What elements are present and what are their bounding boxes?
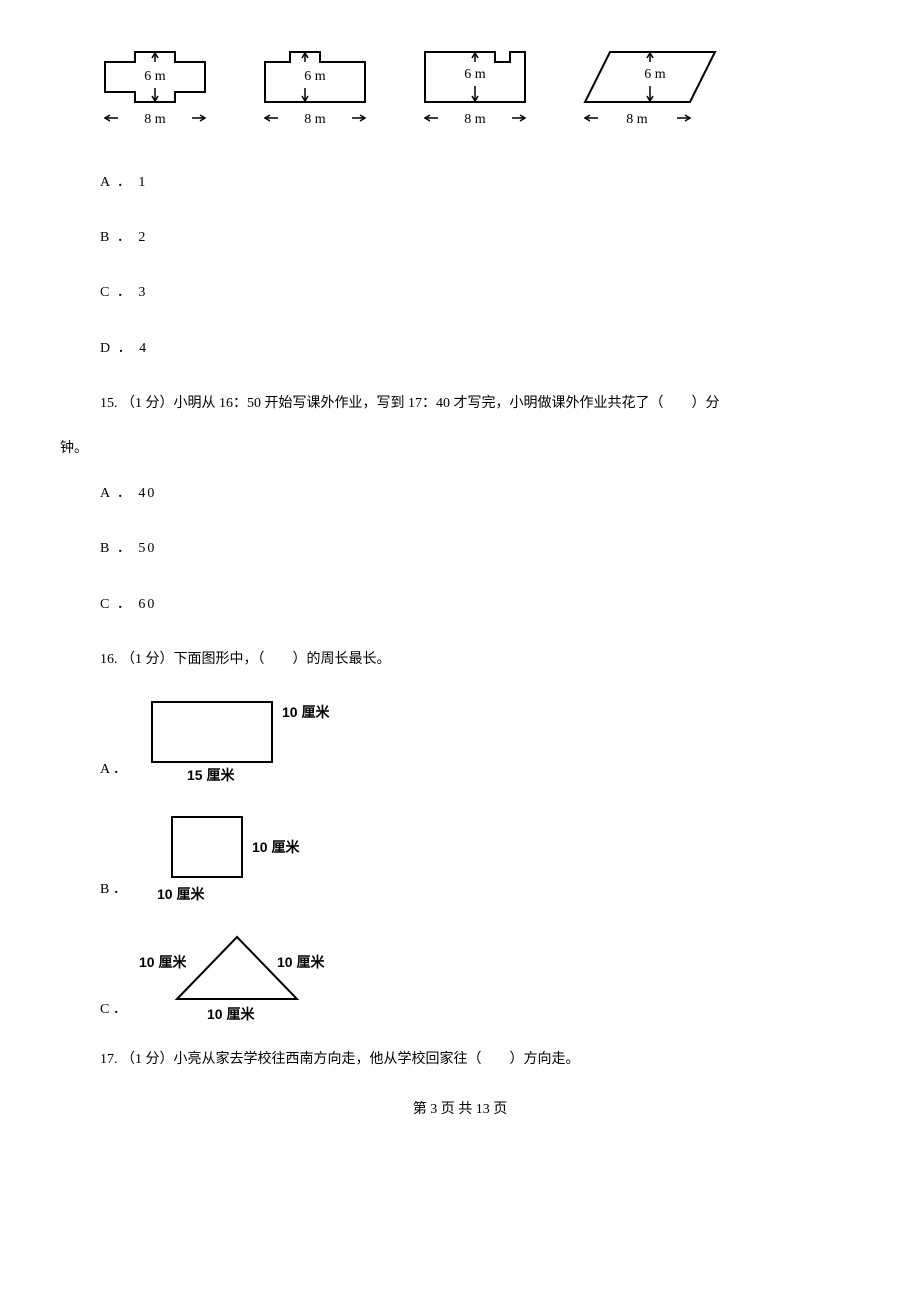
q15-option-c: C ． 60 (100, 592, 860, 617)
q16-figB-h-label: 10 厘米 (252, 839, 300, 855)
q14-figure-4: 6 m 8 m (580, 40, 730, 140)
q16-option-a-row: A ． 10 厘米 15 厘米 (100, 692, 860, 787)
q16-figA-w-label: 15 厘米 (187, 767, 235, 783)
q16-figB-svg: 10 厘米 10 厘米 (137, 807, 367, 907)
q14-option-d: D ． 4 (100, 336, 860, 361)
fig3-vlabel: 6 m (464, 67, 486, 82)
q14-option-b: B ． 2 (100, 225, 860, 250)
q14-option-c: C ． 3 (100, 280, 860, 305)
q16-figA-h-label: 10 厘米 (282, 704, 330, 720)
q14-shape-3-svg: 6 m 8 m (420, 40, 550, 140)
q14-figure-2: 6 m 8 m (260, 40, 390, 140)
page: 6 m 8 m 6 m 8 m (0, 0, 920, 1302)
q15-text-cont: 钟。 (60, 436, 860, 461)
q14-shape-1-svg: 6 m 8 m (100, 40, 230, 140)
q17-text: 17. （1 分）小亮从家去学校往西南方向走，他从学校回家往（ ）方向走。 (100, 1047, 860, 1072)
q14-figure-1: 6 m 8 m (100, 40, 230, 140)
q16-figC-right-label: 10 厘米 (277, 954, 325, 970)
fig4-hlabel: 8 m (626, 112, 648, 127)
q16-figC-bottom-label: 10 厘米 (207, 1006, 255, 1022)
q16-option-b-letter: B ． (100, 877, 127, 907)
q15-option-b: B ． 50 (100, 536, 860, 561)
fig2-hlabel: 8 m (304, 112, 326, 127)
q14-option-a: A ． 1 (100, 170, 860, 195)
fig2-vlabel: 6 m (304, 69, 326, 84)
q16-figA-svg: 10 厘米 15 厘米 (137, 692, 367, 787)
fig3-hlabel: 8 m (464, 112, 486, 127)
q16-figC-svg: 10 厘米 10 厘米 10 厘米 (137, 927, 377, 1027)
page-footer: 第 3 页 共 13 页 (60, 1097, 860, 1122)
fig4-vlabel: 6 m (644, 67, 666, 82)
q16-figC-left-label: 10 厘米 (139, 954, 187, 970)
q15-option-a: A ． 40 (100, 481, 860, 506)
q16-option-c-letter: C ． (100, 997, 127, 1027)
q16-option-b-row: B ． 10 厘米 10 厘米 (100, 807, 860, 907)
q16-figB-w-label: 10 厘米 (157, 886, 205, 902)
q16-option-c-row: C ． 10 厘米 10 厘米 10 厘米 (100, 927, 860, 1027)
q16-option-a-letter: A ． (100, 757, 127, 787)
q16-text: 16. （1 分）下面图形中，（ ）的周长最长。 (100, 647, 860, 672)
q14-figures-row: 6 m 8 m 6 m 8 m (100, 40, 860, 140)
fig1-vlabel: 6 m (144, 69, 166, 84)
fig1-hlabel: 8 m (144, 112, 166, 127)
q14-shape-2-svg: 6 m 8 m (260, 40, 390, 140)
q15-text: 15. （1 分）小明从 16：50 开始写课外作业，写到 17：40 才写完，… (100, 391, 860, 416)
q14-shape-4-svg: 6 m 8 m (580, 40, 730, 140)
q14-figure-3: 6 m 8 m (420, 40, 550, 140)
